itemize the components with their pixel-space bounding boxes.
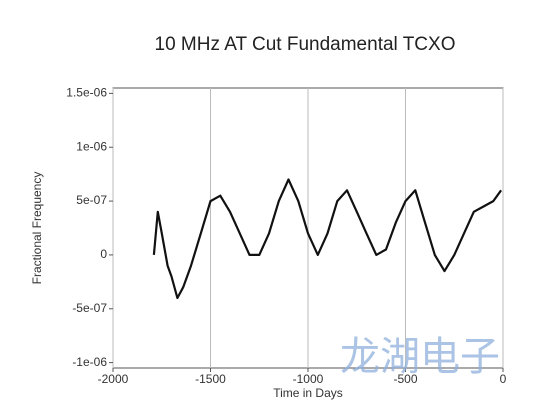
y-tick-label: 5e-07 (76, 193, 107, 207)
y-tick-label: -1e-06 (72, 355, 107, 369)
y-tick-label: 0 (100, 247, 107, 261)
x-tick-label: -1000 (293, 372, 324, 386)
x-tick-label: -1500 (195, 372, 226, 386)
x-tick-label: -500 (393, 372, 417, 386)
x-axis-label: Time in Days (273, 386, 343, 400)
y-tick-label: -5e-07 (72, 301, 107, 315)
watermark: 龙湖电子 (340, 334, 500, 380)
y-tick-label: 1.5e-06 (66, 86, 107, 100)
y-axis-label: Fractional Frequency (30, 172, 44, 285)
x-tick-label: -2000 (98, 372, 129, 386)
data-line (152, 178, 502, 300)
y-tick-label: 1e-06 (76, 139, 107, 153)
chart-title: 10 MHz AT Cut Fundamental TCXO (155, 34, 456, 55)
x-tick-label: 0 (500, 372, 507, 386)
